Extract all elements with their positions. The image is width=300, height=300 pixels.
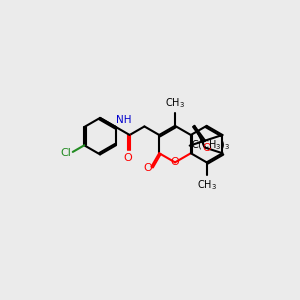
Text: Cl: Cl <box>60 148 71 158</box>
Text: O: O <box>144 163 152 173</box>
Text: CH$_3$: CH$_3$ <box>196 178 217 192</box>
Text: C(CH$_3$)$_3$: C(CH$_3$)$_3$ <box>191 138 230 152</box>
Text: O: O <box>202 142 211 153</box>
Text: O: O <box>124 153 133 163</box>
Text: O: O <box>171 158 179 167</box>
Text: NH: NH <box>116 115 131 125</box>
Text: CH$_3$: CH$_3$ <box>165 96 185 110</box>
